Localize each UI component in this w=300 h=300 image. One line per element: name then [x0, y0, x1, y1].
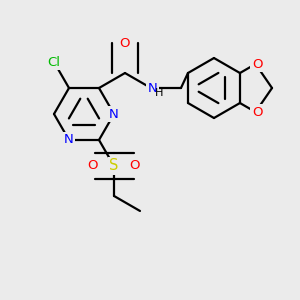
Text: O: O — [252, 106, 262, 118]
Text: O: O — [88, 160, 98, 172]
Text: N: N — [109, 107, 119, 121]
Text: O: O — [252, 58, 262, 70]
Text: N: N — [148, 82, 157, 94]
Text: Cl: Cl — [47, 56, 61, 68]
Text: O: O — [130, 160, 140, 172]
Text: H: H — [155, 88, 164, 98]
Text: O: O — [120, 37, 130, 50]
Text: S: S — [109, 158, 119, 173]
Text: N: N — [64, 134, 74, 146]
